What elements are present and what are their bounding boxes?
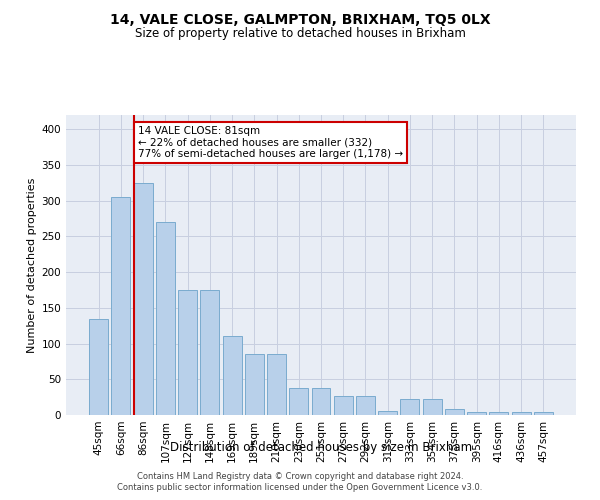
Bar (245, 354, 264, 415)
Bar (356, 396, 375, 415)
Bar (378, 412, 397, 415)
Bar (112, 197, 130, 415)
Bar (89, 318, 108, 415)
Text: 14, VALE CLOSE, GALMPTON, BRIXHAM, TQ5 0LX: 14, VALE CLOSE, GALMPTON, BRIXHAM, TQ5 0… (110, 12, 490, 26)
Bar (223, 336, 242, 415)
Bar (134, 183, 152, 415)
Bar (156, 222, 175, 415)
Bar (267, 354, 286, 415)
Text: 14 VALE CLOSE: 81sqm
← 22% of detached houses are smaller (332)
77% of semi-deta: 14 VALE CLOSE: 81sqm ← 22% of detached h… (138, 126, 403, 159)
Text: Distribution of detached houses by size in Brixham: Distribution of detached houses by size … (170, 441, 472, 454)
Bar (534, 412, 553, 415)
Bar (178, 290, 197, 415)
Bar (289, 388, 308, 415)
Bar (423, 400, 442, 415)
Text: Contains public sector information licensed under the Open Government Licence v3: Contains public sector information licen… (118, 484, 482, 492)
Bar (490, 412, 508, 415)
Bar (334, 396, 353, 415)
Bar (512, 412, 530, 415)
Y-axis label: Number of detached properties: Number of detached properties (27, 178, 37, 352)
Bar (400, 400, 419, 415)
Bar (445, 408, 464, 415)
Bar (200, 290, 219, 415)
Text: Contains HM Land Registry data © Crown copyright and database right 2024.: Contains HM Land Registry data © Crown c… (137, 472, 463, 481)
Bar (311, 388, 331, 415)
Text: Size of property relative to detached houses in Brixham: Size of property relative to detached ho… (134, 28, 466, 40)
Bar (467, 412, 486, 415)
